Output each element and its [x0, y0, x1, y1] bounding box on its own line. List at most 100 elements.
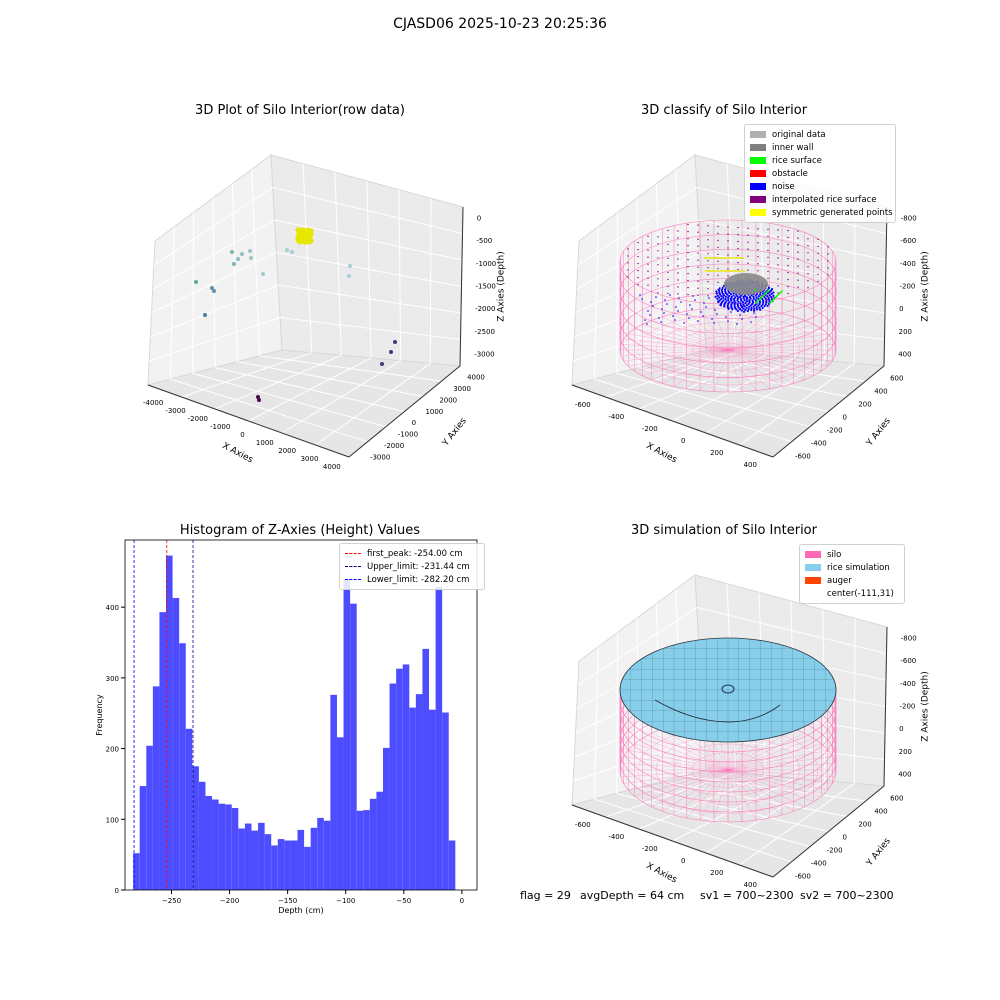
noise-point [724, 297, 727, 301]
interpolated-surface-point [637, 248, 639, 251]
silo-ring [619, 249, 837, 334]
y-axis-line [772, 365, 885, 458]
noise-point [752, 305, 755, 308]
scatter-point [297, 236, 303, 242]
noise-point [750, 308, 753, 312]
y-tick-label: 400 [874, 808, 887, 816]
scatter-point [249, 256, 253, 260]
scatter-point [194, 280, 198, 284]
noise-point [764, 303, 767, 306]
noise-point [718, 296, 721, 299]
noise-point [760, 304, 763, 308]
histogram-bar [251, 830, 259, 890]
y-tick-label: 600 [890, 795, 903, 803]
symmetric-point [742, 257, 744, 259]
interpolated-surface-point [697, 224, 699, 226]
interpolated-surface-point [637, 283, 639, 286]
noise-point [739, 314, 741, 316]
x-tick-label: 3000 [301, 455, 319, 463]
noise-point [743, 299, 746, 302]
noise-point [697, 320, 699, 322]
scatter-point [380, 362, 384, 366]
x-axis-label: Depth (cm) [278, 906, 323, 915]
rice-surface-point [765, 292, 767, 294]
noise-point [742, 307, 745, 310]
x-tick-label: 200 [710, 449, 723, 457]
noise-point [726, 293, 729, 296]
noise-point [726, 304, 729, 307]
interpolated-surface-point [717, 253, 719, 256]
noise-point [735, 308, 738, 311]
symmetric-point [741, 270, 743, 272]
noise-point [755, 316, 757, 318]
noise-point [683, 322, 685, 324]
scatter-point [248, 249, 252, 253]
noise-point [646, 323, 648, 325]
symmetric-point [705, 270, 707, 272]
noise-point [737, 306, 740, 309]
noise-point [770, 288, 774, 291]
legend-swatch [805, 551, 821, 558]
flag-text: flag = 29 [520, 889, 571, 902]
y-axis-label: Y Axies [864, 836, 893, 869]
noise-point [741, 301, 744, 304]
legend-item-lower-limit: Lower_limit: -282.20 cm [345, 573, 479, 586]
interpolated-surface-point [807, 266, 809, 268]
symmetric-point [734, 257, 736, 259]
z-tick-label: -400 [900, 680, 916, 688]
interpolated-surface-point [667, 257, 669, 260]
interpolated-surface-point [657, 292, 659, 294]
interpolated-surface-point [767, 228, 769, 231]
noise-point [728, 294, 731, 298]
z-tick-label: -3000 [474, 351, 494, 359]
y-tick-label: 400 [874, 388, 887, 396]
interpolated-surface-point [627, 269, 629, 271]
scatter-point [348, 264, 352, 268]
interpolated-surface-point [687, 265, 689, 268]
silo-floor-ring [673, 328, 783, 372]
symmetric-point [711, 270, 713, 272]
noise-point [728, 301, 731, 304]
legend-item-silo: silo [805, 548, 899, 561]
x-tick-label: 200 [710, 869, 723, 877]
z-tick-label: 400 [898, 771, 911, 779]
noise-point [720, 302, 723, 305]
histogram-bar [356, 810, 364, 890]
histogram-bar [212, 799, 219, 890]
interpolated-surface-point [827, 246, 829, 248]
x-tick-label: 0 [681, 437, 685, 445]
noise-point [674, 319, 676, 321]
noise-point [740, 294, 743, 297]
surface-crease [654, 699, 781, 723]
z-tick-label: -600 [900, 237, 916, 245]
noise-point [727, 298, 730, 302]
rice-surface-point [768, 289, 770, 291]
interpolated-surface-point [627, 255, 629, 257]
legend-swatch [750, 144, 766, 151]
noise-point [738, 296, 741, 299]
interpolated-surface-point [707, 288, 709, 290]
interpolated-surface-point [657, 250, 659, 252]
noise-point [761, 297, 764, 301]
histogram-bar [258, 822, 265, 890]
interpolated-surface-point [637, 262, 639, 265]
interpolated-surface-point [737, 240, 739, 243]
grid-line [429, 198, 432, 364]
interpolated-surface-point [727, 261, 729, 263]
noise-point [680, 301, 682, 303]
noise-point [755, 306, 758, 309]
interpolated-surface-point [687, 293, 689, 296]
noise-point [678, 297, 680, 299]
noise-point [742, 297, 745, 300]
y-tick-label: -600 [795, 873, 811, 881]
noise-point [715, 290, 718, 293]
z-tick-label: -800 [901, 214, 917, 222]
x-tick-label: 400 [744, 881, 757, 889]
noise-point [769, 289, 773, 292]
noise-point [762, 301, 765, 304]
symmetric-point [729, 270, 731, 272]
noise-point [740, 306, 743, 309]
interpolated-surface-point [727, 233, 729, 235]
symmetric-point [713, 270, 715, 272]
